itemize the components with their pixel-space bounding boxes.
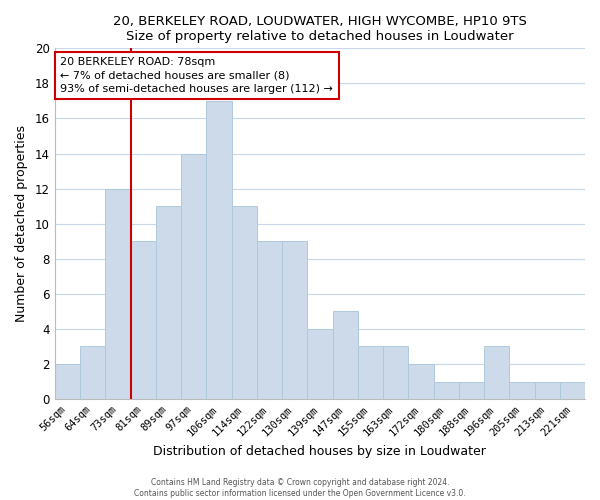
X-axis label: Distribution of detached houses by size in Loudwater: Distribution of detached houses by size …	[154, 444, 487, 458]
Bar	[434, 382, 459, 399]
Title: 20, BERKELEY ROAD, LOUDWATER, HIGH WYCOMBE, HP10 9TS
Size of property relative t: 20, BERKELEY ROAD, LOUDWATER, HIGH WYCOM…	[113, 15, 527, 43]
Bar	[80, 346, 106, 399]
Bar	[332, 312, 358, 399]
Bar	[383, 346, 408, 399]
Bar	[282, 242, 307, 399]
Bar	[459, 382, 484, 399]
Bar	[509, 382, 535, 399]
Bar	[55, 364, 80, 399]
Bar	[206, 101, 232, 399]
Bar	[535, 382, 560, 399]
Bar	[307, 329, 332, 399]
Bar	[181, 154, 206, 399]
Bar	[408, 364, 434, 399]
Bar	[232, 206, 257, 399]
Y-axis label: Number of detached properties: Number of detached properties	[15, 125, 28, 322]
Bar	[257, 242, 282, 399]
Text: 20 BERKELEY ROAD: 78sqm
← 7% of detached houses are smaller (8)
93% of semi-deta: 20 BERKELEY ROAD: 78sqm ← 7% of detached…	[60, 57, 333, 94]
Bar	[560, 382, 585, 399]
Text: Contains HM Land Registry data © Crown copyright and database right 2024.
Contai: Contains HM Land Registry data © Crown c…	[134, 478, 466, 498]
Bar	[358, 346, 383, 399]
Bar	[131, 242, 156, 399]
Bar	[484, 346, 509, 399]
Bar	[106, 188, 131, 399]
Bar	[156, 206, 181, 399]
